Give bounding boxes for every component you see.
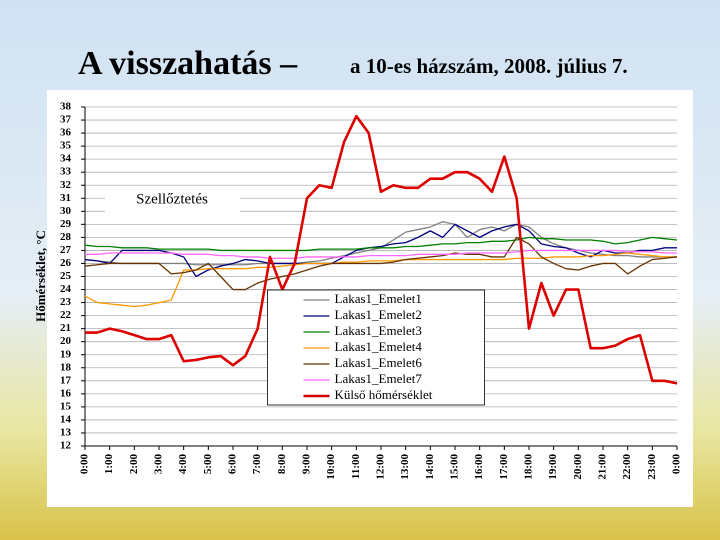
y-tick-label: 14 — [60, 413, 72, 425]
legend-label: Lakas1_Emelet7 — [335, 371, 423, 386]
y-tick-label: 30 — [60, 205, 72, 217]
plot: 12 13141516171819202122232425262728293031… — [60, 101, 683, 480]
x-tick-label: 12:00 — [375, 454, 387, 480]
x-tick-label: 15:00 — [449, 454, 461, 480]
x-tick-label: 8:00 — [276, 454, 288, 475]
annotation-box — [105, 187, 240, 212]
series-line — [84, 236, 678, 252]
x-tick-label: 19:00 — [547, 454, 559, 480]
y-tick-label: 23 — [60, 296, 72, 308]
x-tick-label: 11:00 — [350, 454, 362, 480]
legend-label: Lakas1_Emelet3 — [335, 323, 422, 338]
legend-label: Lakas1_Emelet1 — [335, 291, 422, 306]
y-tick-label: 18 — [60, 361, 72, 373]
y-tick-label: 24 — [60, 283, 72, 295]
x-tick-label: 23:00 — [646, 454, 658, 480]
x-tick-label: 14:00 — [424, 454, 436, 480]
x-tick-label: 16:00 — [473, 454, 485, 480]
series-line — [84, 236, 678, 291]
y-tick-label: 27 — [60, 244, 72, 256]
x-tick-label: 22:00 — [621, 454, 633, 480]
annotation: Szellőztetés — [136, 191, 208, 207]
y-tick-label: 29 — [60, 218, 72, 230]
legend-label: Lakas1_Emelet2 — [335, 307, 422, 322]
x-tick-label: 0:00 — [671, 454, 683, 475]
x-tick-label: 2:00 — [128, 454, 140, 475]
y-tick-label: 28 — [60, 231, 72, 243]
y-tick-label: 38 — [60, 101, 72, 113]
slide-title: A visszahatás – — [78, 45, 298, 82]
series-line — [84, 252, 677, 308]
y-tick-label: 33 — [60, 166, 72, 178]
y-tick-label: 19 — [60, 348, 72, 360]
x-tick-label: 4:00 — [177, 454, 189, 475]
x-tick-label: 9:00 — [301, 454, 313, 475]
x-tick-label: 0:00 — [79, 454, 91, 475]
y-tick-label: 15 — [60, 400, 72, 412]
y-axis-label: Hőmérséklet, °C — [33, 230, 48, 322]
x-tick-label: 17:00 — [498, 454, 510, 480]
x-tick-label: 6:00 — [227, 454, 239, 475]
y-tick-label: 35 — [60, 140, 72, 152]
x-tick-label: 10:00 — [325, 454, 337, 480]
y-tick-label: 26 — [60, 257, 72, 269]
y-tick-label: 36 — [60, 127, 72, 139]
series-line — [85, 249, 677, 259]
y-tick-label: 25 — [60, 270, 72, 282]
slide-subtitle: a 10-es házszám, 2008. július 7. — [350, 54, 628, 78]
x-tick-label: 18:00 — [523, 454, 535, 480]
x-tick-label: 5:00 — [202, 454, 214, 475]
y-tick-label: 22 — [60, 309, 72, 321]
x-tick-label: 13:00 — [399, 454, 411, 480]
x-tick-label: 3:00 — [153, 454, 165, 475]
legend-label: Lakas1_Emelet4 — [335, 339, 423, 354]
y-tick-label: 37 — [60, 114, 72, 126]
series-line — [85, 114, 678, 385]
x-tick-label: 20:00 — [572, 454, 584, 480]
x-tick-label: 7:00 — [251, 454, 263, 475]
x-tick-label: 21:00 — [597, 454, 609, 480]
y-tick-label: 21 — [60, 322, 71, 334]
y-tick-label: 32 — [60, 179, 72, 191]
legend-label: Lakas1_Emelet6 — [335, 355, 423, 370]
y-tick-label: 12 — [60, 440, 72, 452]
y-tick-label: 16 — [60, 387, 72, 399]
legend-label: Külső hőmérséklet — [335, 387, 433, 402]
y-tick-label: 34 — [60, 153, 72, 165]
y-tick-label: 17 — [60, 374, 72, 386]
y-tick-label: 13 — [60, 426, 72, 438]
x-tick-label: 1:00 — [103, 454, 115, 475]
series-line — [84, 223, 677, 278]
y-tick-label: 20 — [60, 335, 72, 347]
y-tick-label: 31 — [60, 192, 71, 204]
